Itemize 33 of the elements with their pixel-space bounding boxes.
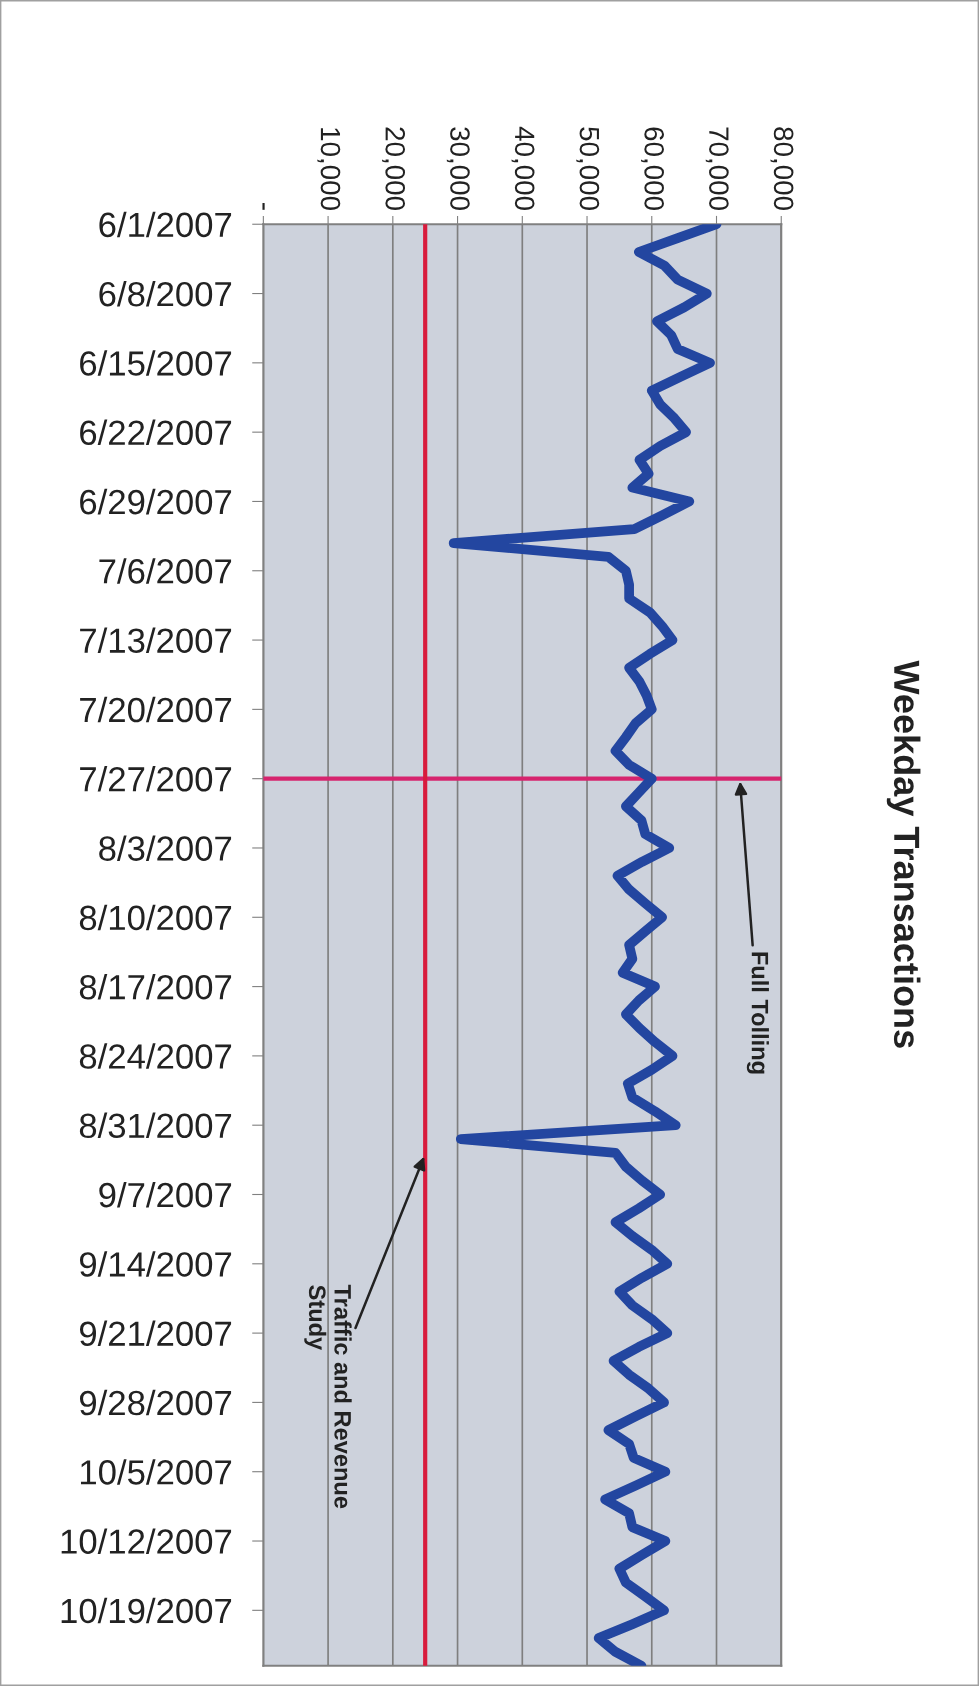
y-tick-label: 10/12/2007 xyxy=(61,1528,232,1554)
y-tick-label: 7/20/2007 xyxy=(80,696,232,723)
y-tick-label: 10/19/2007 xyxy=(61,1597,232,1624)
y-tick-label: 9/7/2007 xyxy=(99,1181,232,1208)
x-tick-label: 80,000 xyxy=(770,127,794,210)
x-tick-label: 10,000 xyxy=(317,128,341,210)
y-tick-label: 9/21/2007 xyxy=(79,1320,232,1347)
x-tick-label: 30,000 xyxy=(446,127,470,210)
y-tick-label: 6/29/2007 xyxy=(80,488,232,515)
y-tick-label: 7/6/2007 xyxy=(99,558,232,584)
x-tick-label: 20,000 xyxy=(382,127,406,210)
y-tick-label: 9/14/2007 xyxy=(79,1251,232,1277)
y-tick-label: 8/24/2007 xyxy=(79,1043,232,1069)
x-tick-label: 70,000 xyxy=(705,127,729,210)
x-tick-label: 50,000 xyxy=(576,127,600,210)
y-tick-label: 7/13/2007 xyxy=(80,627,232,653)
y-tick-label: 8/17/2007 xyxy=(79,974,232,1000)
y-tick-label: 9/28/2007 xyxy=(79,1389,232,1416)
y-tick-label: 6/8/2007 xyxy=(99,280,232,307)
x-tick-label: 40,000 xyxy=(511,126,535,210)
y-tick-label: 10/5/2007 xyxy=(80,1459,232,1485)
y-tick-label: 7/27/2007 xyxy=(80,766,232,792)
ref-line-label: Full Tolling xyxy=(746,952,769,1074)
ref-line-label: Traffic and Revenue Study xyxy=(304,1284,352,1509)
x-tick-label: - xyxy=(262,203,265,210)
text: Weekday Transactions xyxy=(886,660,921,1048)
y-tick-label: 8/10/2007 xyxy=(79,904,232,931)
y-tick-label: 6/1/2007 xyxy=(99,211,232,238)
y-tick-label: 8/31/2007 xyxy=(79,1112,232,1139)
y-tick-label: 6/15/2007 xyxy=(80,350,232,376)
y-tick-label: 6/22/2007 xyxy=(80,419,232,446)
x-tick-label: 60,000 xyxy=(641,127,664,210)
y-tick-label: 8/3/2007 xyxy=(99,835,232,861)
